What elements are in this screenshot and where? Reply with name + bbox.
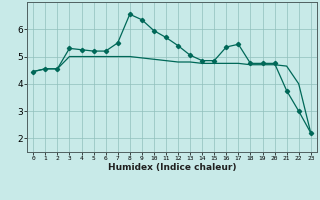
X-axis label: Humidex (Indice chaleur): Humidex (Indice chaleur) <box>108 163 236 172</box>
